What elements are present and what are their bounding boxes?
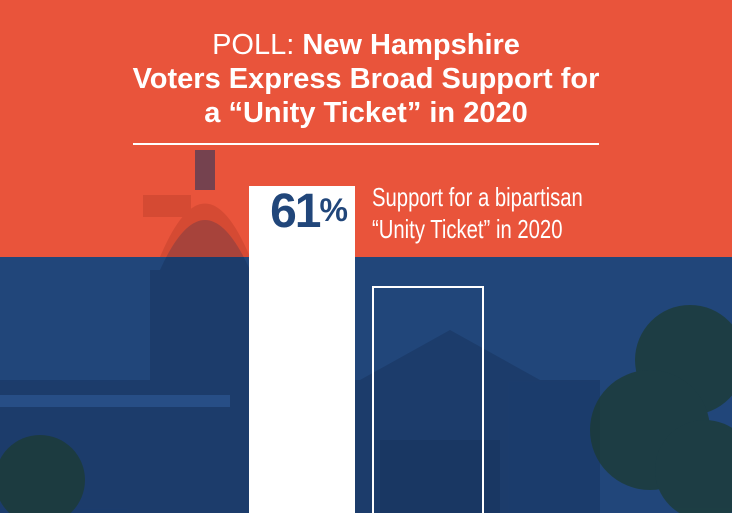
- tree-foliage: [0, 305, 732, 513]
- poll-title-line-3: a “Unity Ticket” in 2020: [204, 97, 528, 129]
- category-label-line-1: Support for a bipartisan: [372, 182, 583, 212]
- data-label-support: 61%: [250, 184, 366, 239]
- poll-prefix: POLL:: [212, 29, 295, 61]
- title-divider: [133, 143, 599, 145]
- bar-outline-empty: [372, 286, 484, 513]
- data-label-percent-sign: %: [319, 192, 347, 228]
- dome-shadow: [143, 195, 250, 257]
- poll-title-state: New Hampshire: [302, 29, 520, 61]
- top-band: [0, 0, 732, 257]
- bar-support: [249, 186, 355, 513]
- poll-title-line-1: POLL: New Hampshire: [0, 28, 732, 62]
- category-label-line-2: “Unity Ticket” in 2020: [372, 214, 563, 244]
- data-label-value: 61: [270, 185, 321, 238]
- poll-title-line-2: Voters Express Broad Support for: [132, 63, 600, 95]
